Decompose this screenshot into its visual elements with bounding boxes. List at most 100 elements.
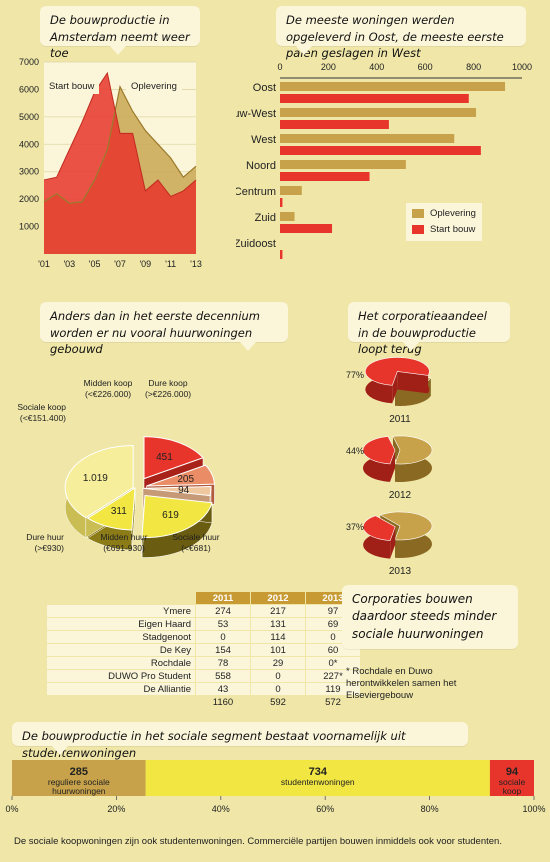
bar-oplevering	[280, 134, 455, 143]
row-name: DUWO Pro Student	[47, 670, 195, 682]
table-row: Eigen Haard 53 131 69	[47, 618, 360, 630]
corp-pie-share-top	[362, 515, 396, 541]
y-tick-label: 1000	[19, 222, 39, 232]
chart2-legend-start-label: Start bouw	[430, 224, 476, 235]
segment-label: huurwoningen	[52, 786, 106, 796]
y-tick-label: 6000	[19, 84, 39, 94]
x-tick-label: 20%	[107, 804, 125, 814]
x-tick-label: '07	[114, 259, 126, 269]
pie-category-name: Midden koop	[84, 378, 133, 388]
pie-slice-top	[64, 445, 134, 519]
cell: 114	[251, 631, 305, 643]
pie-category-range: (>€226.000)	[145, 389, 191, 399]
pie-category-label: Sociale koop (<€151.400)	[17, 402, 66, 423]
segment-label: sociale	[499, 777, 526, 787]
chart2-legend-oplevering: Oplevering	[412, 206, 476, 222]
chart5-title-bubble: De bouwproductie in het sociale segment …	[12, 722, 468, 760]
series-oplevering-line	[43, 84, 197, 204]
table-row: Ymere 274 217 97	[47, 605, 360, 617]
cell: 29	[251, 657, 305, 669]
cell: 217	[251, 605, 305, 617]
legend-oplevering-label: Oplevering	[131, 81, 177, 92]
table-row: DUWO Pro Student 558 0 227*	[47, 670, 360, 682]
corporate-share-pies: 77% 2011 44% 2012 37% 2013	[346, 357, 433, 577]
chart2-title: De meeste woningen werden opgeleverd in …	[286, 13, 504, 61]
cell: 119	[306, 683, 360, 695]
bar-oplevering	[280, 82, 506, 91]
segment-value: 94	[506, 766, 519, 778]
legend-oplevering: Oplevering	[126, 79, 182, 94]
chart5-title: De bouwproductie in het sociale segment …	[22, 729, 406, 760]
pie-value-label: 205	[177, 474, 194, 485]
series-start-bouw-line	[43, 71, 197, 198]
corp-pie-share-wall	[392, 371, 398, 404]
total-2012: 592	[270, 696, 286, 708]
corp-pie-share-label: 44%	[346, 446, 364, 456]
row-name: De Key	[47, 644, 195, 656]
segment-value: 285	[70, 766, 88, 778]
x-tick-label: '09	[139, 259, 151, 269]
x-tick-label: 600	[418, 62, 433, 72]
category-label: West	[251, 134, 276, 146]
category-label: Noord	[246, 160, 276, 172]
y-tick-label: 4000	[19, 139, 39, 149]
legend-start-bouw: Start bouw	[44, 79, 100, 94]
x-tick-label: '01	[38, 259, 50, 269]
corporaties-table: 2011 2012 2013 Ymere 274 217 97 Eigen Haard…	[46, 591, 361, 709]
segment-value: 734	[309, 766, 328, 778]
pie-category-range: (€691-930)	[103, 543, 145, 553]
pie-category-label: Dure koop (>€226.000)	[145, 378, 191, 399]
cell: 558	[196, 670, 250, 682]
corp-pie: 77% 2011	[346, 357, 432, 425]
chart2-legend-start: Start bouw	[412, 222, 476, 238]
x-tick-label: 0	[277, 62, 282, 72]
category-label: Nieuw-West	[236, 108, 276, 120]
corp-pie: 37% 2013	[346, 511, 433, 577]
corp-pie: 44% 2012	[346, 435, 433, 501]
corp-pie-share-label: 37%	[346, 522, 364, 532]
cell: 0*	[306, 657, 360, 669]
table-header-row: 2011 2012 2013	[47, 592, 360, 604]
row-name: Rochdale	[47, 657, 195, 669]
cell: 0	[251, 670, 305, 682]
pie-category-label: Dure huur (>€930)	[26, 532, 64, 553]
pie-category-label: Sociale huur (<€681)	[172, 532, 219, 553]
bar-start-bouw	[280, 120, 389, 129]
row-name: Stadgenoot	[47, 631, 195, 643]
y-tick-label: 2000	[19, 194, 39, 204]
total-2011: 1160	[212, 696, 234, 708]
chart2-title-bubble: De meeste woningen werden opgeleverd in …	[276, 6, 526, 60]
corp-pie-rest-top	[392, 435, 433, 465]
corp-pie-share-label: 77%	[346, 370, 364, 380]
corp-pie-share-top	[365, 357, 430, 386]
category-label: Centrum	[236, 186, 276, 198]
corp-pie-year: 2011	[389, 414, 411, 425]
pie-category-label: Midden koop (<€226.000)	[84, 378, 133, 399]
chart4-title: Het corporatieaandeel in de bouwproducti…	[358, 309, 487, 357]
pie-slice-top	[141, 494, 213, 538]
pie-value-label: 311	[111, 506, 127, 517]
table-row: De Alliantie 43 0 119	[47, 683, 360, 695]
pie-category-name: Dure koop	[148, 378, 187, 388]
bar-start-bouw	[280, 224, 333, 233]
segment-label: reguliere sociale	[48, 777, 110, 787]
chart1-title-bubble: De bouwproductie in Amsterdam neemt weer…	[40, 6, 200, 60]
x-tick-label: 40%	[212, 804, 230, 814]
x-tick-label: '03	[63, 259, 75, 269]
cell: 274	[196, 605, 250, 617]
category-label: Oost	[253, 82, 276, 94]
stacked-segment	[12, 760, 146, 796]
x-tick-label: 0%	[5, 804, 18, 814]
bar-oplevering	[280, 108, 477, 117]
x-tick-label: 400	[369, 62, 384, 72]
cell: 227*	[306, 670, 360, 682]
x-tick-label: '05	[89, 259, 101, 269]
cell: 53	[196, 618, 250, 630]
pie-slice-top	[143, 436, 204, 480]
x-tick-label: '11	[165, 259, 176, 269]
pie-category-range: (>€930)	[34, 543, 64, 553]
pie-slice-top	[146, 464, 215, 487]
y-tick-label: 5000	[19, 112, 39, 122]
pie-category-name: Sociale huur	[172, 532, 219, 542]
series-start-bouw-area	[44, 72, 196, 254]
